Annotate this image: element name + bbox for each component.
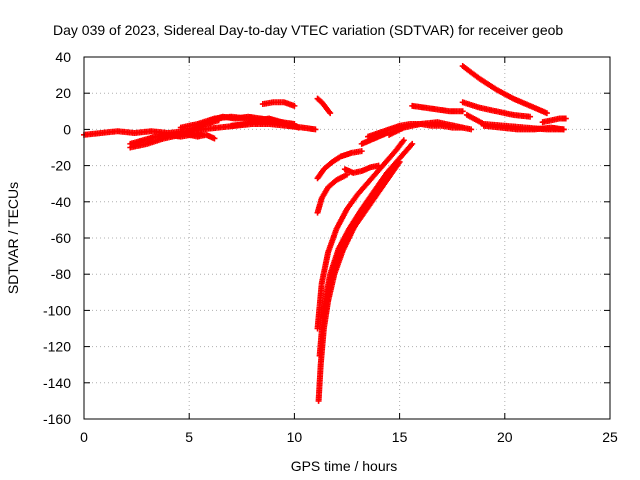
x-tick-label: 0 bbox=[80, 429, 88, 445]
x-tick-label: 20 bbox=[497, 429, 513, 445]
y-tick-label: -140 bbox=[43, 375, 71, 391]
data-point bbox=[211, 135, 218, 142]
data-point bbox=[375, 162, 382, 169]
data-point bbox=[543, 110, 550, 117]
data-point bbox=[527, 113, 534, 120]
plot-frame bbox=[83, 56, 611, 420]
data-points bbox=[81, 63, 569, 404]
series-arc-12 bbox=[314, 137, 407, 332]
data-point bbox=[358, 148, 365, 155]
series-arc-9 bbox=[314, 95, 334, 117]
y-tick-label: -160 bbox=[43, 411, 71, 427]
data-point bbox=[560, 126, 567, 133]
series-arc-25 bbox=[539, 115, 569, 126]
series-arc-24 bbox=[480, 122, 567, 133]
data-point bbox=[327, 110, 334, 117]
y-tick-label: -100 bbox=[43, 302, 71, 318]
data-point bbox=[409, 140, 416, 147]
data-point bbox=[396, 158, 403, 165]
series-arc-18 bbox=[358, 130, 390, 147]
data-point bbox=[468, 126, 475, 133]
x-tick-label: 5 bbox=[185, 429, 193, 445]
x-axis-title: GPS time / hours bbox=[291, 458, 398, 474]
data-point bbox=[400, 137, 407, 144]
y-tick-label: -60 bbox=[51, 230, 71, 246]
x-tick-label: 10 bbox=[287, 429, 303, 445]
data-point bbox=[562, 115, 569, 122]
series-arc-19 bbox=[386, 119, 475, 138]
x-tick-label: 15 bbox=[392, 429, 408, 445]
y-tick-label: -20 bbox=[51, 158, 71, 174]
y-tick-label: 20 bbox=[55, 85, 71, 101]
y-tick-label: 0 bbox=[63, 121, 71, 137]
data-point bbox=[295, 124, 302, 131]
series-arc-20 bbox=[409, 102, 466, 115]
grid bbox=[84, 57, 610, 419]
y-axis-title: SDTVAR / TECUs bbox=[5, 182, 21, 294]
data-point bbox=[287, 122, 294, 129]
series-arc-11 bbox=[314, 171, 350, 216]
data-point bbox=[459, 108, 466, 115]
x-tick-label: 25 bbox=[602, 429, 618, 445]
series-arc-21 bbox=[459, 63, 550, 117]
series-arc-7 bbox=[228, 115, 294, 129]
y-tick-label: -80 bbox=[51, 266, 71, 282]
series-arc-8 bbox=[259, 99, 298, 109]
series-arc-22 bbox=[459, 99, 534, 120]
series-arc-10 bbox=[314, 148, 365, 182]
series-arc-15 bbox=[320, 158, 403, 321]
y-tick-label: -40 bbox=[51, 194, 71, 210]
y-tick-label: -120 bbox=[43, 339, 71, 355]
data-point bbox=[291, 102, 298, 109]
y-tick-label: 40 bbox=[55, 49, 71, 65]
chart-title: Day 039 of 2023, Sidereal Day-to-day VTE… bbox=[53, 22, 563, 38]
series-arc-4 bbox=[177, 130, 218, 142]
data-point bbox=[312, 126, 319, 133]
series-arc-16 bbox=[341, 162, 382, 176]
